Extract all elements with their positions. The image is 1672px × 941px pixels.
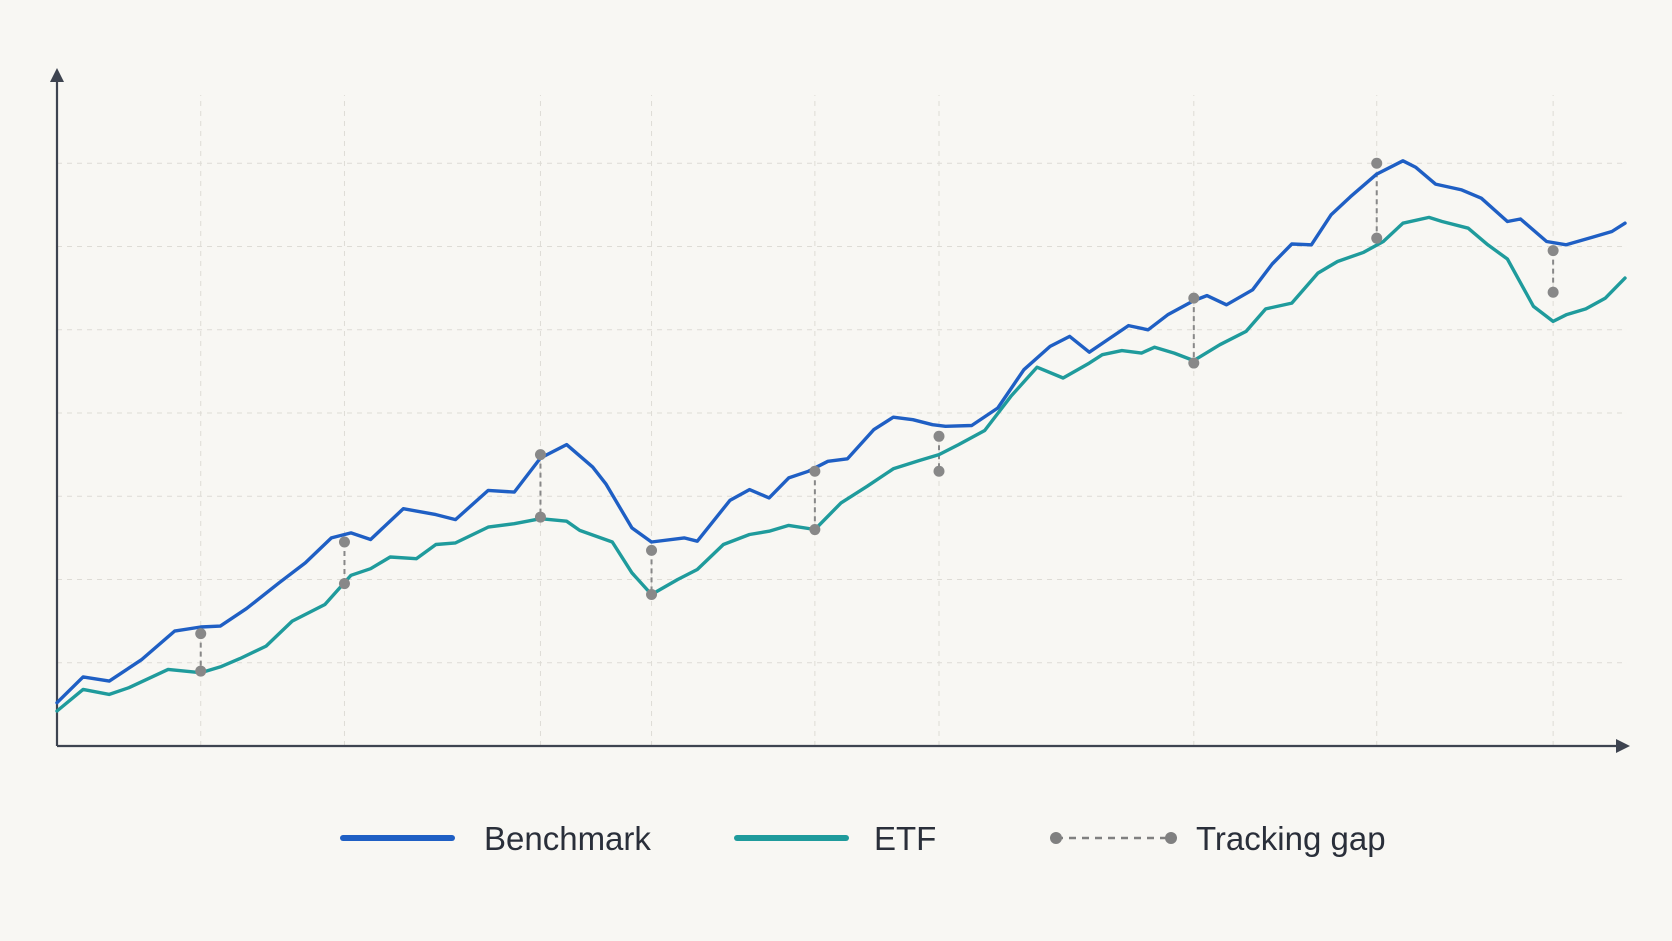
series-lines bbox=[55, 159, 1627, 713]
tracking-gap-dot-upper bbox=[809, 465, 821, 477]
tracking-gap-dot-upper bbox=[338, 536, 350, 548]
tracking-gap-dot-upper bbox=[195, 628, 207, 640]
legend-gap-dot-right bbox=[1165, 832, 1177, 844]
tracking-gap-dot-upper bbox=[933, 430, 945, 442]
legend: Benchmark ETF Tracking gap bbox=[340, 820, 1386, 857]
series-line-benchmark bbox=[55, 159, 1627, 705]
tracking-gap-dot-lower bbox=[1547, 286, 1559, 298]
tracking-gap-dot-upper bbox=[1371, 157, 1383, 169]
tracking-gap-dot-upper bbox=[534, 449, 546, 461]
tracking-gap-dot-lower bbox=[534, 511, 546, 523]
legend-gap-dot-left bbox=[1050, 832, 1062, 844]
series-line-etf bbox=[55, 215, 1627, 713]
tracking-gap-dot-lower bbox=[646, 588, 658, 600]
tracking-gap-dot-lower bbox=[1188, 357, 1200, 369]
x-axis-arrow-icon bbox=[1616, 739, 1630, 753]
legend-etf-label: ETF bbox=[874, 820, 936, 857]
y-axis-arrow-icon bbox=[50, 68, 64, 82]
tracking-gap-dot-lower bbox=[809, 524, 821, 536]
tracking-gap-dot-lower bbox=[195, 665, 207, 677]
legend-benchmark-label: Benchmark bbox=[484, 820, 651, 857]
legend-gap-label: Tracking gap bbox=[1196, 820, 1386, 857]
tracking-gap-dots bbox=[195, 157, 1559, 677]
tracking-gap-dot-upper bbox=[646, 544, 658, 556]
tracking-gap-dot-lower bbox=[1371, 232, 1383, 244]
axes bbox=[50, 68, 1630, 753]
tracking-gap-dot-upper bbox=[1188, 292, 1200, 304]
gridlines bbox=[57, 95, 1625, 746]
tracking-gap-dot-lower bbox=[933, 465, 945, 477]
tracking-gap-dot-lower bbox=[338, 578, 350, 590]
tracking-gap-dot-upper bbox=[1547, 245, 1559, 257]
